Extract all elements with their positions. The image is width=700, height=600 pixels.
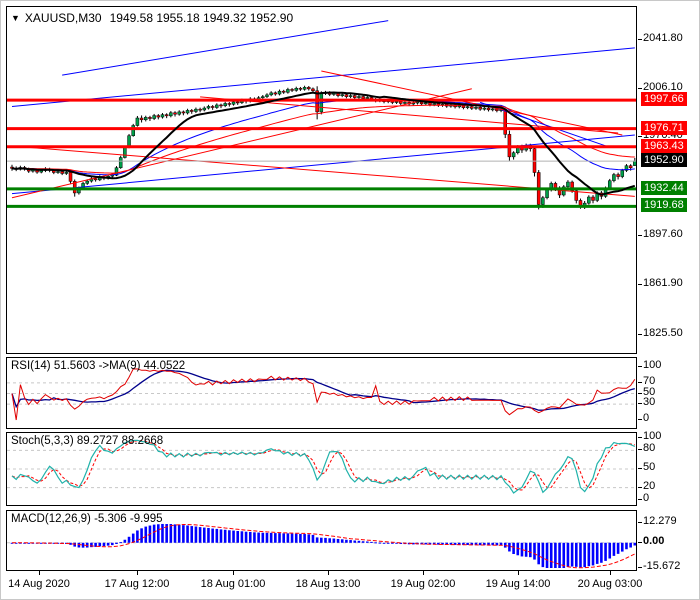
axis-tick-mark <box>638 437 642 438</box>
price-tick-label: 2041.80 <box>643 31 683 44</box>
time-tick-mark <box>610 571 611 575</box>
axis-tick-mark <box>638 284 642 286</box>
axis-tick-mark <box>638 403 642 405</box>
axis-tick-mark <box>638 87 642 89</box>
time-tick-mark <box>423 571 424 575</box>
stochastic-indicator-panel[interactable]: Stoch(5,3,3) 89.2727 88.2668 <box>6 432 637 506</box>
macd-chart-canvas[interactable] <box>7 511 636 570</box>
axis-tick-mark <box>638 419 642 420</box>
axis-tick-mark <box>638 449 642 451</box>
time-tick-mark <box>137 571 138 575</box>
price-tick-label: -15.672 <box>643 560 681 572</box>
macd-indicator-panel[interactable]: MACD(12,26,9) -5.306 -9.995 <box>6 510 637 571</box>
candlestick-chart-canvas[interactable] <box>7 7 636 353</box>
main-chart-panel[interactable]: ▼ XAUUSD,M30 1949.58 1955.18 1949.32 1952.… <box>6 6 637 354</box>
symbol-period-label: XAUUSD,M30 <box>24 11 102 25</box>
time-tick-mark <box>233 571 234 575</box>
axis-tick-mark <box>638 468 642 469</box>
macd-label: MACD(12,26,9) -5.306 -9.995 <box>11 513 163 525</box>
price-tick-label: 100 <box>643 359 662 371</box>
stochastic-label: Stoch(5,3,3) 89.2727 88.2668 <box>11 435 164 447</box>
time-tick-mark <box>518 571 519 575</box>
price-tick-label: 1861.90 <box>643 277 683 290</box>
time-axis-label: 19 Aug 14:00 <box>485 578 551 590</box>
axis-tick-mark <box>638 499 642 500</box>
price-axis[interactable]: 2041.80 2006.10 1970.40 1897.60 1861.90 1825.… <box>638 1 699 572</box>
price-tick-label: 0.00 <box>643 534 665 547</box>
axis-tick-mark <box>638 366 642 367</box>
price-tick-label: 1897.60 <box>643 228 683 241</box>
axis-tick-mark <box>638 136 642 138</box>
price-tick-label: 50 <box>643 461 656 473</box>
dropdown-arrow-icon: ▼ <box>11 13 20 23</box>
support-price-badge: 1932.44 <box>641 180 687 195</box>
price-tick-label: 20 <box>643 479 656 492</box>
price-tick-label: 50 <box>643 385 656 398</box>
stochastic-chart-canvas[interactable] <box>7 433 636 505</box>
time-axis-label: 18 Aug 13:00 <box>295 578 361 590</box>
price-tick-label: 30 <box>643 396 656 409</box>
price-tick-label: 70 <box>643 374 656 387</box>
resistance-price-badge: 1976.71 <box>641 120 687 135</box>
time-axis-label: 17 Aug 12:00 <box>104 578 170 590</box>
price-tick-label: 2006.10 <box>643 80 683 93</box>
price-tick-label: 0 <box>643 492 650 504</box>
price-tick-label: 100 <box>643 430 662 442</box>
axis-tick-mark <box>638 392 642 394</box>
price-tick-label: 1825.50 <box>643 326 683 339</box>
time-axis-label: 14 Aug 2020 <box>8 578 70 590</box>
rsi-indicator-panel[interactable]: RSI(14) 51.5603 ->MA(9) 44.0522 <box>6 357 637 429</box>
time-axis-label: 18 Aug 01:00 <box>200 578 266 590</box>
time-axis-label: 20 Aug 03:00 <box>577 578 643 590</box>
support-price-badge: 1919.68 <box>641 198 687 213</box>
axis-tick-mark <box>638 235 642 237</box>
axis-tick-mark <box>638 567 642 568</box>
rsi-chart-canvas[interactable] <box>7 358 636 428</box>
chart-ohlc-header: ▼ XAUUSD,M30 1949.58 1955.18 1949.32 1952.… <box>11 11 293 25</box>
axis-tick-mark <box>638 522 642 523</box>
time-axis-label: 19 Aug 02:00 <box>390 578 456 590</box>
time-tick-mark <box>39 571 40 575</box>
price-tick-label: 12.279 <box>643 515 677 527</box>
axis-tick-mark <box>638 541 642 543</box>
price-tick-label: 80 <box>643 442 656 455</box>
current-price-badge: 1952.90 <box>641 153 687 168</box>
axis-tick-mark <box>638 333 642 335</box>
axis-tick-mark <box>638 38 642 40</box>
resistance-price-badge: 1963.43 <box>641 138 687 153</box>
ohlc-values: 1949.58 1955.18 1949.32 1952.90 <box>109 11 294 25</box>
rsi-label: RSI(14) 51.5603 ->MA(9) 44.0522 <box>11 360 186 372</box>
time-axis[interactable]: 14 Aug 2020 17 Aug 12:00 18 Aug 01:00 18 Au… <box>1 571 699 599</box>
time-tick-mark <box>328 571 329 575</box>
axis-tick-mark <box>638 381 642 383</box>
resistance-price-badge: 1997.66 <box>641 92 687 107</box>
price-tick-label: 0 <box>643 412 650 424</box>
axis-tick-mark <box>638 486 642 488</box>
